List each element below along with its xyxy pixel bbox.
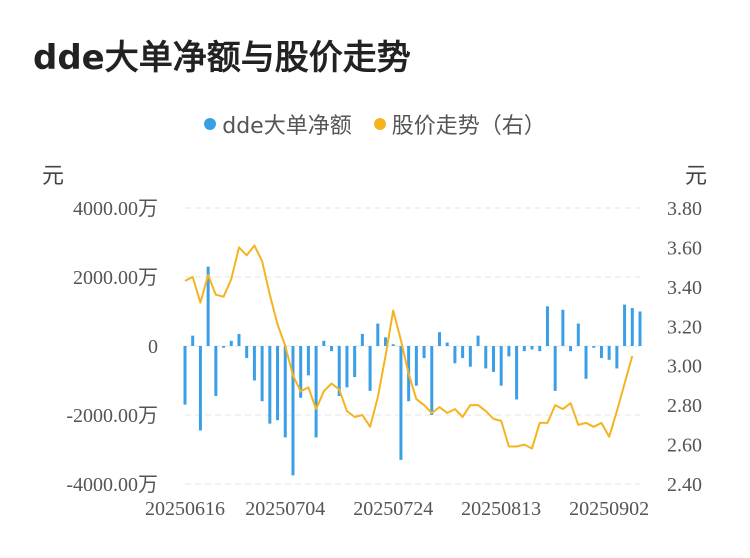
y-left-tick-label: 4000.00万 <box>73 198 158 220</box>
x-tick-label: 20250902 <box>569 498 649 520</box>
legend-dot-price <box>373 118 386 130</box>
bar <box>222 346 226 348</box>
bar <box>245 346 249 359</box>
bar <box>592 346 596 348</box>
bar <box>607 346 611 360</box>
bar <box>384 337 388 346</box>
bar <box>214 346 218 397</box>
bar <box>345 346 349 388</box>
bar <box>252 346 256 381</box>
bar <box>322 340 326 346</box>
bar <box>283 346 287 438</box>
bar <box>545 306 549 346</box>
y-left-tick-label: 0 <box>148 336 158 358</box>
bar <box>198 346 202 431</box>
bar <box>461 346 465 359</box>
bar <box>468 346 472 367</box>
bar <box>615 346 619 369</box>
x-tick-label: 20250616 <box>145 498 225 520</box>
bar <box>630 308 634 346</box>
bar <box>476 335 480 346</box>
bar <box>553 346 557 391</box>
left-axis-unit: 元 <box>42 164 65 189</box>
legend-label-price: 股价走势（右） <box>391 114 546 139</box>
bar <box>353 346 357 378</box>
bar <box>183 346 187 405</box>
bar <box>507 346 511 357</box>
y-right-tick-label: 3.20 <box>667 316 702 338</box>
legend-dot-dde <box>204 118 217 130</box>
legend-item-price[interactable]: 股价走势（右） <box>373 108 546 140</box>
bar <box>430 346 434 415</box>
chart-title: dde大单净额与股价走势 <box>33 38 411 78</box>
y-right-tick-label: 2.40 <box>667 474 702 496</box>
bar <box>237 333 241 346</box>
x-tick-label: 20250724 <box>353 498 433 520</box>
bar <box>538 346 542 352</box>
bar <box>623 304 627 346</box>
bar <box>360 333 364 346</box>
legend-label-dde: dde大单净额 <box>222 114 352 139</box>
bar <box>260 346 264 402</box>
bar <box>499 346 503 386</box>
y-right-tick-label: 2.60 <box>667 435 702 457</box>
y-left-tick-label: -2000.00万 <box>66 405 158 427</box>
bar <box>422 346 426 359</box>
bar <box>337 346 341 397</box>
bar <box>561 309 565 346</box>
bar <box>522 346 526 352</box>
bar <box>268 346 272 424</box>
bar <box>638 311 642 346</box>
y-right-tick-label: 3.40 <box>667 277 702 299</box>
bar <box>391 344 395 346</box>
bar <box>437 332 441 346</box>
bar <box>299 346 303 398</box>
bar <box>484 346 488 369</box>
x-tick-label: 20250813 <box>461 498 541 520</box>
bar <box>515 346 519 400</box>
y-right-tick-label: 2.80 <box>667 395 702 417</box>
y-right-tick-label: 3.60 <box>667 237 702 259</box>
bar <box>599 346 603 359</box>
price-line <box>184 244 634 450</box>
bar <box>276 346 280 421</box>
bar <box>191 335 195 346</box>
bar <box>569 346 573 352</box>
bar <box>314 346 318 438</box>
bar <box>368 346 372 391</box>
y-right-tick-label: 3.80 <box>667 198 702 220</box>
bar <box>445 342 449 346</box>
legend: dde大单净额 股价走势（右） <box>0 108 750 140</box>
bar <box>530 346 534 350</box>
bar <box>414 346 418 386</box>
legend-item-dde[interactable]: dde大单净额 <box>204 108 352 140</box>
right-axis-unit: 元 <box>685 164 708 189</box>
bar <box>576 323 580 346</box>
bar <box>399 346 403 460</box>
bar <box>584 346 588 379</box>
bar <box>291 346 295 476</box>
y-left-tick-label: -4000.00万 <box>66 474 158 496</box>
bar <box>306 346 310 376</box>
x-tick-label: 20250704 <box>245 498 325 520</box>
bar <box>453 346 457 364</box>
bar <box>229 340 233 346</box>
bar <box>491 346 495 372</box>
bar <box>206 266 210 346</box>
bar <box>330 346 334 352</box>
y-right-tick-label: 3.00 <box>667 356 702 378</box>
y-left-tick-label: 2000.00万 <box>73 267 158 289</box>
bar <box>376 323 380 346</box>
